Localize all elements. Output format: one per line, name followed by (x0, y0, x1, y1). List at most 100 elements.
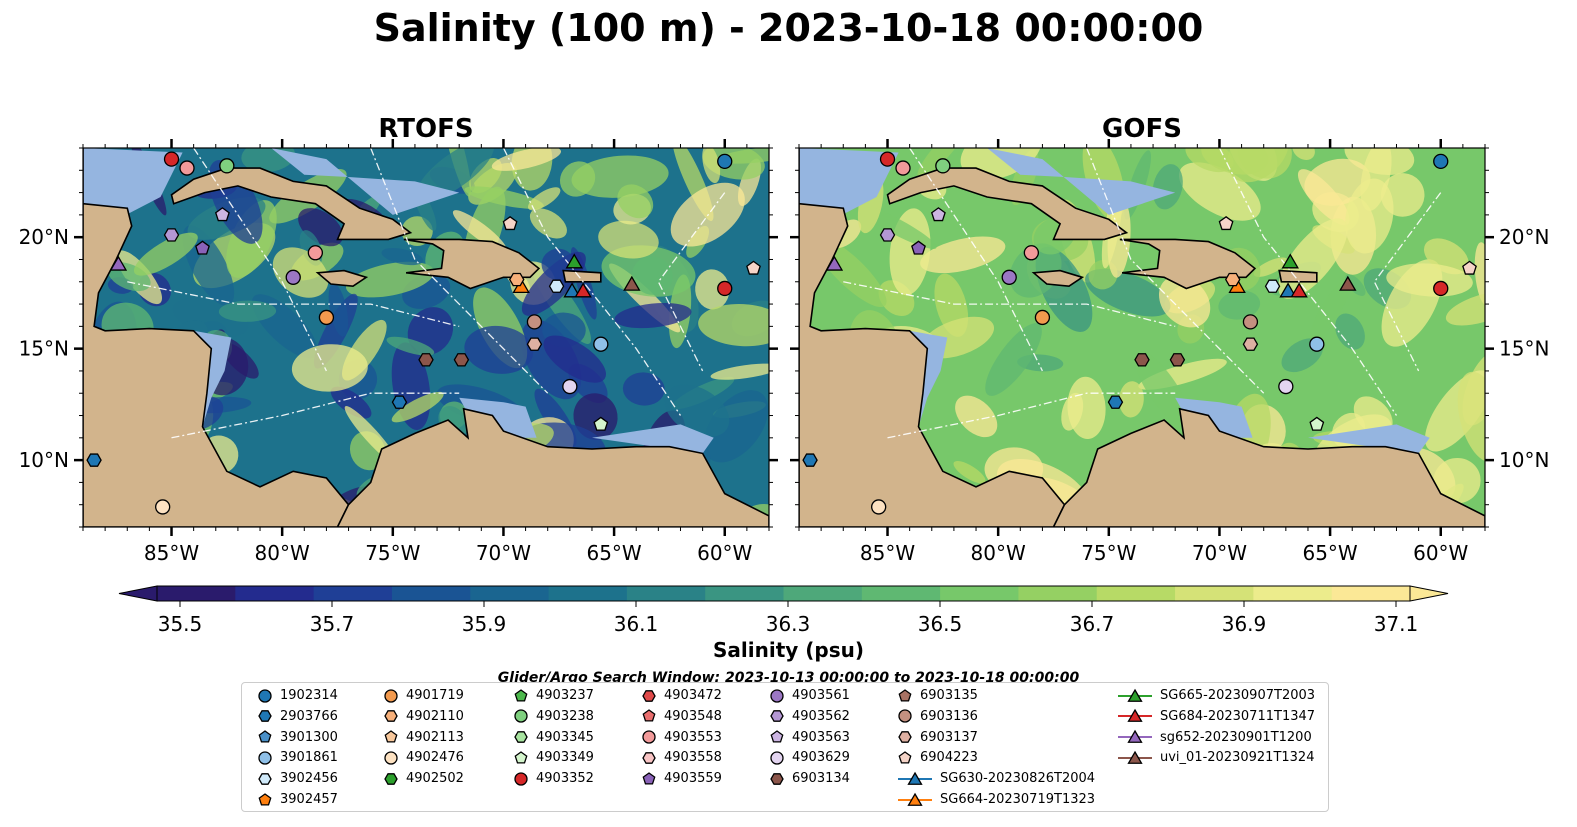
colorbar-segment (313, 586, 393, 601)
map-marker-6904223 (502, 215, 518, 231)
map-marker-4903561 (285, 269, 301, 285)
colorbar-label: Salinity (psu) (712, 638, 864, 662)
legend-item: 4903472 (642, 686, 722, 706)
map-marker-4902476 (871, 499, 887, 515)
gofs-panel-title: GOFS (1102, 114, 1182, 144)
legend-marker-icon (642, 709, 656, 722)
map-marker-sg652-20230901T1200 (109, 255, 128, 271)
map-marker-4903559 (911, 240, 926, 255)
legend-item: 4903559 (642, 769, 722, 789)
legend-marker-icon (258, 730, 272, 743)
legend-marker-icon (770, 730, 784, 743)
legend-marker-shape (1127, 688, 1143, 702)
colorbar-segment (783, 586, 863, 601)
salinity-blob (622, 372, 665, 406)
map-marker-6903134 (453, 353, 470, 367)
legend-item: sg652-20230901T1200 (1118, 728, 1312, 748)
salinity-blob (527, 187, 561, 211)
legend-marker-shape (258, 730, 272, 743)
legend-label: 4903558 (664, 750, 722, 766)
legend-marker-icon (642, 752, 656, 764)
salinity-blob (1457, 371, 1485, 463)
salinity-blob (241, 148, 296, 173)
salinity-blob (1253, 257, 1288, 277)
land-mass (799, 148, 1066, 527)
map-marker-4903561 (1001, 269, 1017, 285)
map-marker-4903629 (562, 378, 578, 395)
salinity-blob (1310, 278, 1351, 342)
salinity-blob (218, 300, 277, 322)
legend-label: uvi_01-20230921T1324 (1160, 750, 1315, 766)
map-marker-4903238 (935, 158, 951, 174)
salinity-blob (1119, 381, 1144, 418)
x-tick-label: 60°W (1413, 541, 1468, 565)
salinity-blob (1152, 164, 1183, 210)
map-marker-6903136 (526, 314, 543, 330)
legend-item: 4903563 (770, 728, 850, 748)
salinity-blob (598, 220, 659, 259)
map-marker-SG630-20230826T2004 (1279, 282, 1297, 298)
map-marker-4903352 (1433, 280, 1449, 297)
salinity-blob (955, 395, 998, 438)
colorbar-segment (235, 586, 315, 601)
legend-marker-shape (258, 688, 272, 703)
salinity-blob (391, 391, 444, 423)
colorbar-tick-label: 36.1 (614, 612, 659, 636)
map-marker-4903352 (879, 151, 896, 167)
legend-marker-shape (642, 771, 656, 785)
legend-item: 3902457 (258, 790, 338, 810)
map-marker-4903553 (179, 160, 195, 176)
legend-marker-shape (898, 731, 912, 743)
map-marker-4903562 (879, 228, 896, 242)
x-tick-label: 85°W (860, 541, 915, 565)
shelf-area (271, 148, 460, 215)
map-marker-6903137 (1242, 337, 1259, 351)
boundary-line (1086, 148, 1265, 394)
legend-marker-shape (514, 751, 528, 764)
land-mass (1278, 269, 1318, 283)
salinity-blob (328, 283, 349, 337)
colorbar-extend-high (1409, 585, 1449, 602)
salinity-blob (917, 148, 967, 178)
map-frame (82, 147, 770, 528)
map-marker-SG684-20230711T1347 (574, 282, 592, 298)
legend-item: 6903136 (898, 707, 978, 727)
salinity-colorbar: 35.5 35.7 35.9 36.1 36.3 36.5 36.7 36.9 37.1 (118, 585, 1449, 636)
legend-label: 4902502 (406, 771, 464, 787)
shelf-area (1308, 424, 1430, 454)
map-marker-4903559 (195, 240, 210, 255)
salinity-blob (1345, 274, 1366, 296)
colorbar-tick-label: 37.1 (1374, 612, 1419, 636)
map-marker-4903349 (593, 416, 609, 431)
legend-marker-shape (898, 709, 912, 723)
legend-marker-shape (770, 772, 784, 785)
salinity-blob (386, 336, 435, 356)
legend-label: 4902110 (406, 708, 464, 724)
salinity-blob (698, 303, 769, 347)
colorbar-segment (861, 586, 941, 601)
legend-marker-shape (514, 731, 528, 743)
map-marker-1902314 (717, 153, 733, 170)
legend-label: 4902113 (406, 729, 464, 745)
map-marker-6903134 (1134, 353, 1150, 367)
salinity-blob (491, 148, 562, 171)
salinity-blob (416, 148, 495, 201)
colorbar-segment (1253, 586, 1333, 601)
boundary-line (193, 148, 327, 372)
legend-label: 6904223 (920, 750, 978, 766)
y-tick-label: 15°N (1499, 337, 1549, 361)
salinity-blob (1386, 263, 1473, 297)
legend-marker-icon (770, 710, 784, 723)
map-marker-SG665-20230907T2003 (1281, 253, 1299, 269)
legend-item: 4903237 (514, 686, 594, 706)
legend-marker-shape (384, 688, 398, 703)
legend-label: 3901861 (280, 750, 338, 766)
salinity-blob (1067, 376, 1106, 440)
land-mass (562, 269, 602, 283)
salinity-blob (330, 386, 372, 419)
legend-marker-icon (258, 792, 272, 805)
x-tick-label: 70°W (1192, 541, 1247, 565)
legend-marker-shape (258, 772, 272, 785)
legend-label: 4903237 (536, 688, 594, 703)
legend-label: 4903238 (536, 708, 594, 724)
